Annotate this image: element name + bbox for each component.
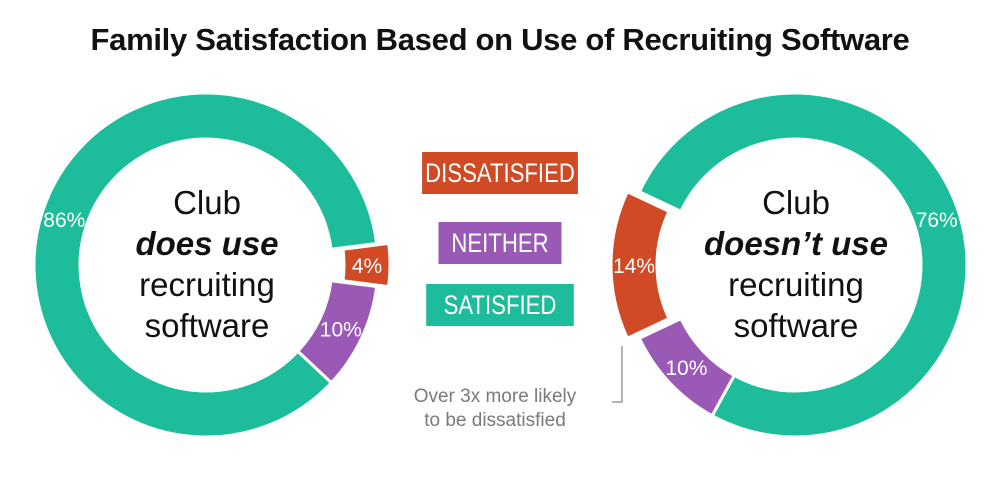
right-slice-dissatisfied <box>609 189 671 341</box>
left-center-label: Club does use recruiting software <box>87 182 327 346</box>
donut-left: 86% 10% 4% <box>32 91 392 439</box>
left-center-line4: software <box>144 307 270 344</box>
right-label-satisfied: 76% <box>916 209 958 232</box>
left-label-neither: 10% <box>320 318 362 341</box>
right-label-dissatisfied: 14% <box>613 255 655 278</box>
annotation-bracket <box>612 346 623 403</box>
legend-neither: NEITHER <box>438 222 562 264</box>
chart-title: Family Satisfaction Based on Use of Recr… <box>90 22 910 57</box>
right-slice-satisfied <box>637 91 969 439</box>
legend-satisfied: SATISFIED <box>426 284 574 326</box>
right-slice-neither <box>637 316 737 418</box>
left-center-line1: Club <box>173 184 241 221</box>
right-center-label: Club doesn’t use recruiting software <box>676 182 916 346</box>
annotation: Over 3x more likely to be dissatisfied <box>388 385 602 433</box>
left-center-line2: does use <box>135 225 279 262</box>
annotation-line1: Over 3x more likely <box>413 386 577 407</box>
right-center-line3: recruiting <box>728 266 864 303</box>
annotation-line2: to be dissatisfied <box>424 410 566 431</box>
legend-dissatisfied: DISSATISFIED <box>422 152 578 194</box>
left-label-dissatisfied: 4% <box>352 255 382 278</box>
left-slice-satisfied <box>32 91 379 439</box>
right-label-neither: 10% <box>665 357 707 380</box>
right-center-line4: software <box>733 307 859 344</box>
donut-right: 76% 10% 14% <box>609 91 969 439</box>
left-slice-neither <box>295 279 379 385</box>
left-slice-dissatisfied <box>341 241 392 289</box>
left-label-satisfied: 86% <box>43 209 85 232</box>
left-center-line3: recruiting <box>139 266 275 303</box>
right-center-line2: doesn’t use <box>704 225 888 262</box>
right-center-line1: Club <box>762 184 830 221</box>
